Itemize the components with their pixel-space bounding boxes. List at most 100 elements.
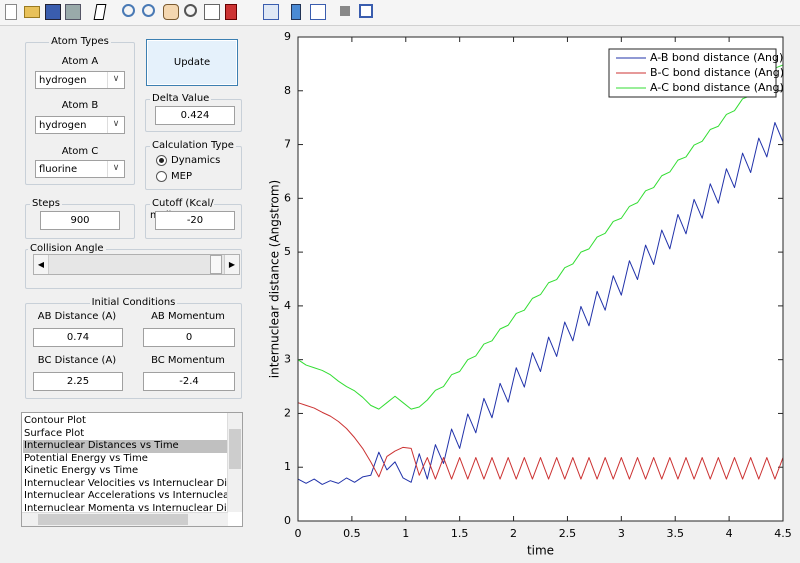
bc-momentum-input[interactable]: -2.4 <box>143 372 235 391</box>
plot-list-item[interactable]: Potential Energy vs Time <box>24 452 148 464</box>
y-tick-label: 5 <box>284 245 291 258</box>
legend-box <box>608 48 777 98</box>
save-icon[interactable] <box>45 4 61 20</box>
x-tick-label: 3 <box>618 527 625 540</box>
new-icon[interactable] <box>5 4 17 20</box>
series-line <box>297 122 784 485</box>
legend-label: B-C bond distance (Ang) <box>650 66 784 79</box>
colorbar-icon[interactable] <box>291 4 301 20</box>
vertical-scrollbar[interactable] <box>227 413 242 512</box>
plot-tools-icon[interactable] <box>359 4 373 18</box>
y-tick-label: 2 <box>284 406 291 419</box>
x-tick-label: 4.5 <box>774 527 792 540</box>
ab-distance-label: AB Distance (A) <box>37 311 117 322</box>
x-tick-label: 1 <box>402 527 409 540</box>
brush-icon[interactable] <box>225 4 237 20</box>
bc-distance-input[interactable]: 2.25 <box>33 372 123 391</box>
delta-value-panel: Delta Value <box>145 93 242 132</box>
plot-list-item[interactable]: Internuclear Accelerations vs Internucle… <box>24 490 228 501</box>
x-tick-label: 2 <box>510 527 517 540</box>
x-tick-label: 3.5 <box>666 527 684 540</box>
delta-value-input[interactable]: 0.424 <box>155 106 235 125</box>
panel-title-text: Atom Types <box>49 36 111 47</box>
atom-a-label: Atom A <box>61 56 99 67</box>
x-axis-label: time <box>527 544 554 558</box>
dropdown-arrow: ∨ <box>107 161 124 177</box>
slider-thumb[interactable] <box>210 255 222 274</box>
scroll-thumb[interactable] <box>229 429 241 469</box>
dropdown-arrow: ∨ <box>107 72 124 88</box>
plot-list-item[interactable]: Surface Plot <box>24 427 85 439</box>
atom-types-panel: Atom Types <box>25 36 135 185</box>
axes-box <box>297 36 784 522</box>
legend-icon[interactable] <box>310 4 326 20</box>
y-tick-label: 7 <box>284 138 291 151</box>
scroll-thumb[interactable] <box>38 514 188 525</box>
data-cursor-icon[interactable] <box>204 4 220 20</box>
bc-distance-label: BC Distance (A) <box>37 355 117 366</box>
mep-label: MEP <box>171 171 192 182</box>
atom-c-label: Atom C <box>61 146 99 157</box>
zoom-in-icon[interactable] <box>122 4 135 17</box>
rotate-icon[interactable] <box>184 4 197 17</box>
panel-title-text: Collision Angle <box>28 243 106 254</box>
atom-a-select[interactable]: hydrogen ∨ <box>35 71 125 89</box>
panel-title: Calculation Type <box>150 140 241 152</box>
hide-tools-icon[interactable] <box>340 6 350 16</box>
y-axis-label: internuclear distance (Angstrom) <box>268 180 282 379</box>
x-tick-label: 1.5 <box>451 527 469 540</box>
update-button[interactable]: Update <box>146 39 238 86</box>
plot-list-item[interactable]: Internuclear Distances vs Time <box>23 440 228 453</box>
atom-c-select[interactable]: fluorine ∨ <box>35 160 125 178</box>
panel-title-text: Initial Conditions <box>89 297 178 308</box>
series-line <box>297 402 784 480</box>
x-tick-label: 4 <box>726 527 733 540</box>
collision-angle-slider[interactable]: ◀ ▶ <box>33 254 240 275</box>
slider-right-arrow[interactable]: ▶ <box>224 255 239 274</box>
plot-list-item[interactable]: Internuclear Velocities vs Internuclear … <box>24 477 228 489</box>
ab-momentum-input[interactable]: 0 <box>143 328 235 347</box>
link-icon[interactable] <box>263 4 279 20</box>
atom-c-value: fluorine <box>39 164 78 175</box>
steps-input[interactable]: 900 <box>40 211 120 230</box>
y-tick-label: 1 <box>284 460 291 473</box>
calculation-type-panel: Calculation Type <box>145 140 242 190</box>
horizontal-scrollbar[interactable] <box>22 512 228 526</box>
dynamics-radio[interactable] <box>156 155 167 166</box>
dropdown-arrow: ∨ <box>107 117 124 133</box>
panel-title-text: Steps <box>30 198 62 209</box>
initial-conditions-panel: Initial Conditions <box>25 297 242 399</box>
legend-label: A-C bond distance (Ang) <box>650 81 784 94</box>
mep-radio[interactable] <box>156 171 167 182</box>
y-tick-label: 8 <box>284 84 291 97</box>
cutoff-input[interactable]: -20 <box>155 211 235 230</box>
pointer-icon[interactable] <box>93 4 107 20</box>
slider-left-arrow[interactable]: ◀ <box>34 255 49 274</box>
y-tick-label: 9 <box>284 30 291 43</box>
collision-angle-panel: Collision Angle <box>25 243 242 289</box>
print-icon[interactable] <box>65 4 81 20</box>
plot-list-item[interactable]: Kinetic Energy vs Time <box>24 465 139 476</box>
dynamics-label: Dynamics <box>171 155 221 166</box>
y-tick-label: 6 <box>284 191 291 204</box>
pan-icon[interactable] <box>163 4 179 20</box>
zoom-out-icon[interactable] <box>142 4 155 17</box>
toolbar <box>0 0 800 26</box>
plot-listbox[interactable]: Internuclear Momenta vs Internuclear Dis… <box>21 412 243 527</box>
atom-b-value: hydrogen <box>39 120 87 131</box>
plot-list-item[interactable]: Internuclear Momenta vs Internuclear Dis… <box>24 502 228 514</box>
panel-title: Initial Conditions <box>26 297 241 309</box>
x-tick-label: 2.5 <box>559 527 577 540</box>
atom-b-select[interactable]: hydrogen ∨ <box>35 116 125 134</box>
panel-title-text: Delta Value <box>150 93 212 104</box>
atom-a-value: hydrogen <box>39 75 87 86</box>
ab-distance-input[interactable]: 0.74 <box>33 328 123 347</box>
panel-title: Steps <box>30 198 134 210</box>
open-icon[interactable] <box>24 6 40 18</box>
plot-area <box>298 37 783 521</box>
plot-list-item[interactable]: Contour Plot <box>24 415 86 426</box>
atom-b-label: Atom B <box>61 100 99 111</box>
y-tick-label: 3 <box>284 353 291 366</box>
